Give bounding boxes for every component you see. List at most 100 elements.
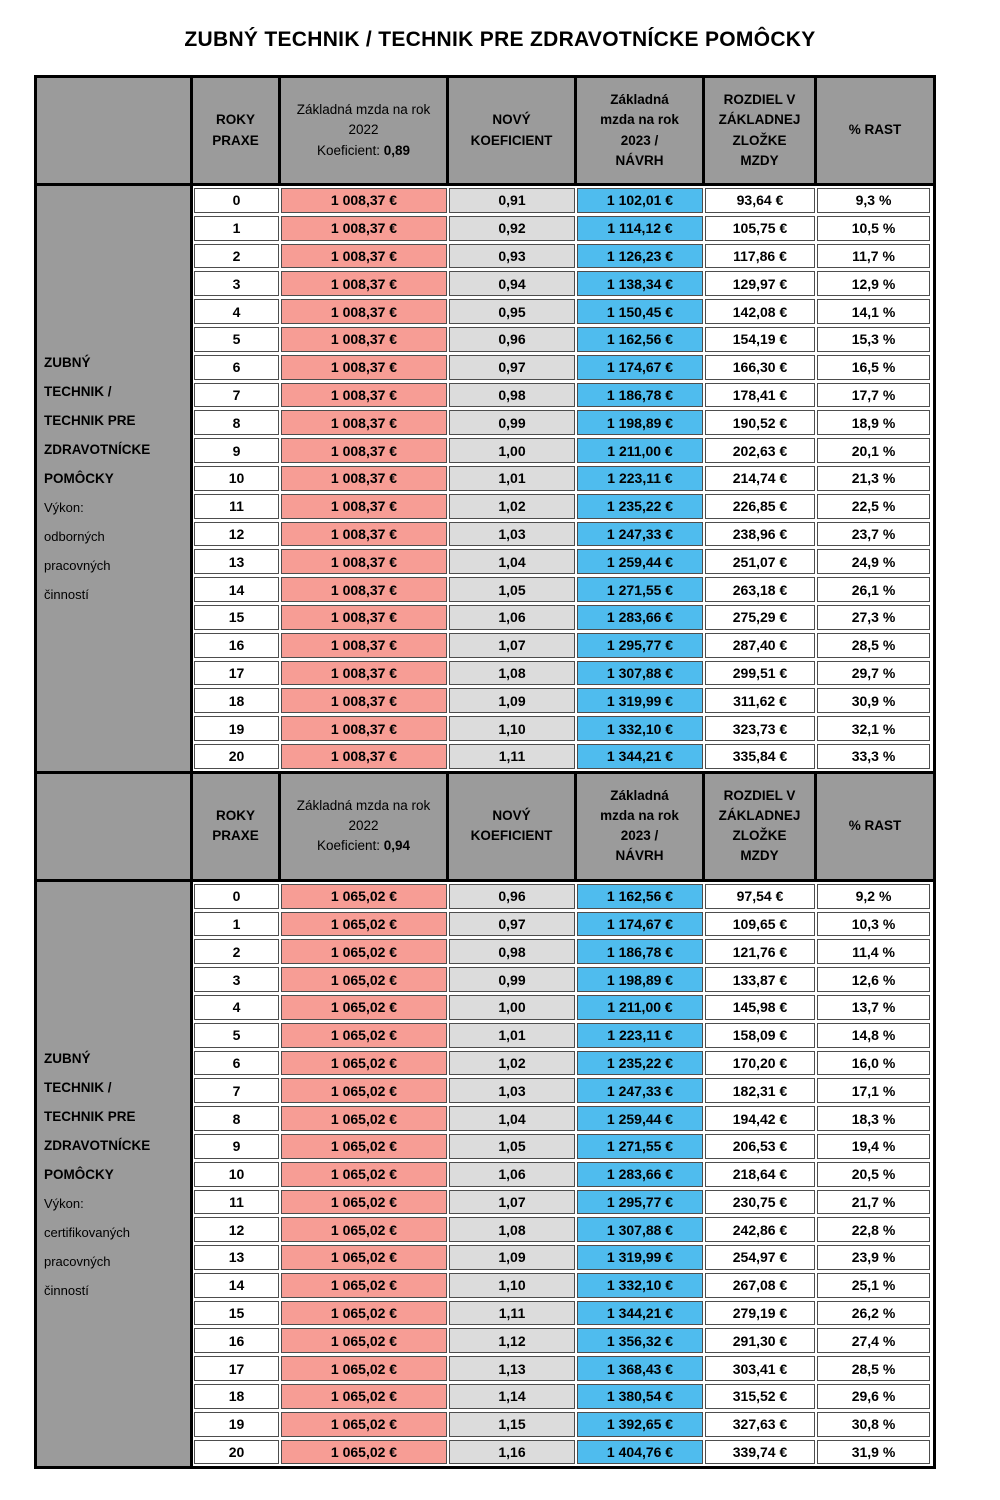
cell-growth: 18,3 % <box>817 1106 930 1131</box>
cell-new-coefficient: 1,10 <box>449 1272 575 1298</box>
table-row: 20 1 008,37 €1,11 1 344,21 €335,84 €33,3 % <box>194 743 932 769</box>
cell-growth: 28,5 % <box>817 632 930 658</box>
cell-salary-2022: 1 065,02 € <box>281 1217 447 1243</box>
cell-new-coefficient: 1,04 <box>449 549 575 575</box>
cell-salary-2023: 1 235,22 € <box>577 1050 703 1076</box>
cell-years-practice: 7 <box>194 1078 279 1104</box>
table-header-row: ROKY PRAXE Základná mzda na rok 2022 Koef… <box>37 78 933 186</box>
cell-salary-2023: 1 356,32 € <box>577 1328 703 1354</box>
cell-growth: 16,5 % <box>817 354 930 380</box>
cell-new-coefficient: 1,13 <box>449 1356 575 1382</box>
header-new-coefficient: NOVÝ KOEFICIENT <box>449 78 577 183</box>
table-row: 11 1 065,02 €1,07 1 295,77 €230,75 €21,7 % <box>194 1189 932 1215</box>
header-salary-2023: Základná mzda na rok 2023 /NÁVRH <box>577 78 705 183</box>
header-koeficient-line: Koeficient: 0,94 <box>316 838 411 854</box>
cell-years-practice: 18 <box>194 688 279 714</box>
cell-salary-2023: 1 162,56 € <box>577 326 703 352</box>
cell-salary-2023: 1 211,00 € <box>577 994 703 1020</box>
cell-growth: 26,1 % <box>817 577 930 602</box>
cell-salary-2023: 1 332,10 € <box>577 716 703 741</box>
cell-salary-2023: 1 332,10 € <box>577 1272 703 1298</box>
cell-new-coefficient: 1,08 <box>449 660 575 686</box>
job-title-text: ZUBNÝ TECHNIK / TECHNIK PRE ZDRAVOTNÍCKE POM… <box>44 354 151 486</box>
cell-growth: 26,2 % <box>817 1300 930 1326</box>
cell-difference: 170,20 € <box>705 1050 815 1076</box>
cell-salary-2022: 1 065,02 € <box>281 1050 447 1076</box>
table-row: 15 1 008,37 €1,06 1 283,66 €275,29 €27,3 % <box>194 604 932 630</box>
cell-years-practice: 16 <box>194 632 279 658</box>
cell-growth: 17,1 % <box>817 1078 930 1104</box>
data-area: ZUBNÝ TECHNIK / TECHNIK PRE ZDRAVOTNÍCKE POM… <box>37 186 933 771</box>
cell-growth: 11,7 % <box>817 243 930 269</box>
cell-salary-2023: 1 259,44 € <box>577 549 703 575</box>
cell-new-coefficient: 1,06 <box>449 604 575 630</box>
cell-salary-2022: 1 065,02 € <box>281 1189 447 1215</box>
cell-years-practice: 18 <box>194 1384 279 1409</box>
cell-difference: 154,19 € <box>705 326 815 352</box>
cell-growth: 27,4 % <box>817 1328 930 1354</box>
cell-growth: 10,5 % <box>817 215 930 241</box>
cell-difference: 178,41 € <box>705 382 815 408</box>
cell-difference: 311,62 € <box>705 688 815 714</box>
cell-salary-2023: 1 211,00 € <box>577 438 703 463</box>
cell-growth: 16,0 % <box>817 1050 930 1076</box>
cell-new-coefficient: 1,02 <box>449 1050 575 1076</box>
cell-years-practice: 13 <box>194 549 279 575</box>
table-row: 17 1 008,37 €1,08 1 307,88 €299,51 €29,7 % <box>194 660 932 686</box>
cell-salary-2023: 1 126,23 € <box>577 243 703 269</box>
cell-growth: 29,7 % <box>817 660 930 686</box>
cell-new-coefficient: 1,05 <box>449 1133 575 1159</box>
cell-salary-2022: 1 008,37 € <box>281 549 447 575</box>
cell-salary-2022: 1 008,37 € <box>281 660 447 686</box>
cell-new-coefficient: 1,15 <box>449 1411 575 1437</box>
cell-new-coefficient: 1,11 <box>449 1300 575 1326</box>
cell-years-practice: 8 <box>194 1106 279 1131</box>
cell-salary-2022: 1 008,37 € <box>281 493 447 519</box>
cell-new-coefficient: 0,98 <box>449 382 575 408</box>
cell-growth: 12,9 % <box>817 271 930 297</box>
job-subtitle-text: Výkon: odborných pracovných činností <box>44 499 111 602</box>
table-row: 16 1 065,02 €1,12 1 356,32 €291,30 €27,4 % <box>194 1328 932 1354</box>
cell-difference: 291,30 € <box>705 1328 815 1354</box>
cell-difference: 275,29 € <box>705 604 815 630</box>
cell-salary-2023: 1 186,78 € <box>577 382 703 408</box>
table-row: 13 1 008,37 €1,04 1 259,44 €251,07 €24,9 % <box>194 549 932 575</box>
cell-years-practice: 12 <box>194 521 279 547</box>
cell-salary-2022: 1 065,02 € <box>281 1245 447 1270</box>
cell-salary-2022: 1 008,37 € <box>281 243 447 269</box>
cell-salary-2022: 1 008,37 € <box>281 632 447 658</box>
cell-growth: 23,9 % <box>817 1245 930 1270</box>
cell-difference: 158,09 € <box>705 1022 815 1048</box>
cell-years-practice: 9 <box>194 438 279 463</box>
cell-salary-2022: 1 065,02 € <box>281 1384 447 1409</box>
header-growth: % RAST <box>848 122 902 138</box>
cell-growth: 22,5 % <box>817 493 930 519</box>
table-row: 14 1 065,02 €1,10 1 332,10 €267,08 €25,1 % <box>194 1272 932 1298</box>
cell-years-practice: 17 <box>194 1356 279 1382</box>
header-new-coefficient: NOVÝ KOEFICIENT <box>449 773 577 879</box>
table-row: 15 1 065,02 €1,11 1 344,21 €279,19 €26,2 % <box>194 1300 932 1326</box>
cell-years-practice: 6 <box>194 354 279 380</box>
job-title-cell: ZUBNÝ TECHNIK / TECHNIK PRE ZDRAVOTNÍCKE POM… <box>37 186 193 771</box>
cell-salary-2022: 1 065,02 € <box>281 1133 447 1159</box>
cell-new-coefficient: 1,09 <box>449 688 575 714</box>
cell-salary-2022: 1 065,02 € <box>281 967 447 992</box>
cell-years-practice: 2 <box>194 939 279 965</box>
job-title-text: ZUBNÝ TECHNIK / TECHNIK PRE ZDRAVOTNÍCKE POM… <box>44 1050 151 1182</box>
cell-salary-2023: 1 114,12 € <box>577 215 703 241</box>
table-row: 19 1 008,37 €1,10 1 332,10 €323,73 €32,1 % <box>194 716 932 741</box>
cell-years-practice: 3 <box>194 967 279 992</box>
cell-difference: 206,53 € <box>705 1133 815 1159</box>
cell-years-practice: 3 <box>194 271 279 297</box>
cell-difference: 105,75 € <box>705 215 815 241</box>
cell-salary-2023: 1 174,67 € <box>577 354 703 380</box>
cell-difference: 303,41 € <box>705 1356 815 1382</box>
cell-years-practice: 1 <box>194 215 279 241</box>
